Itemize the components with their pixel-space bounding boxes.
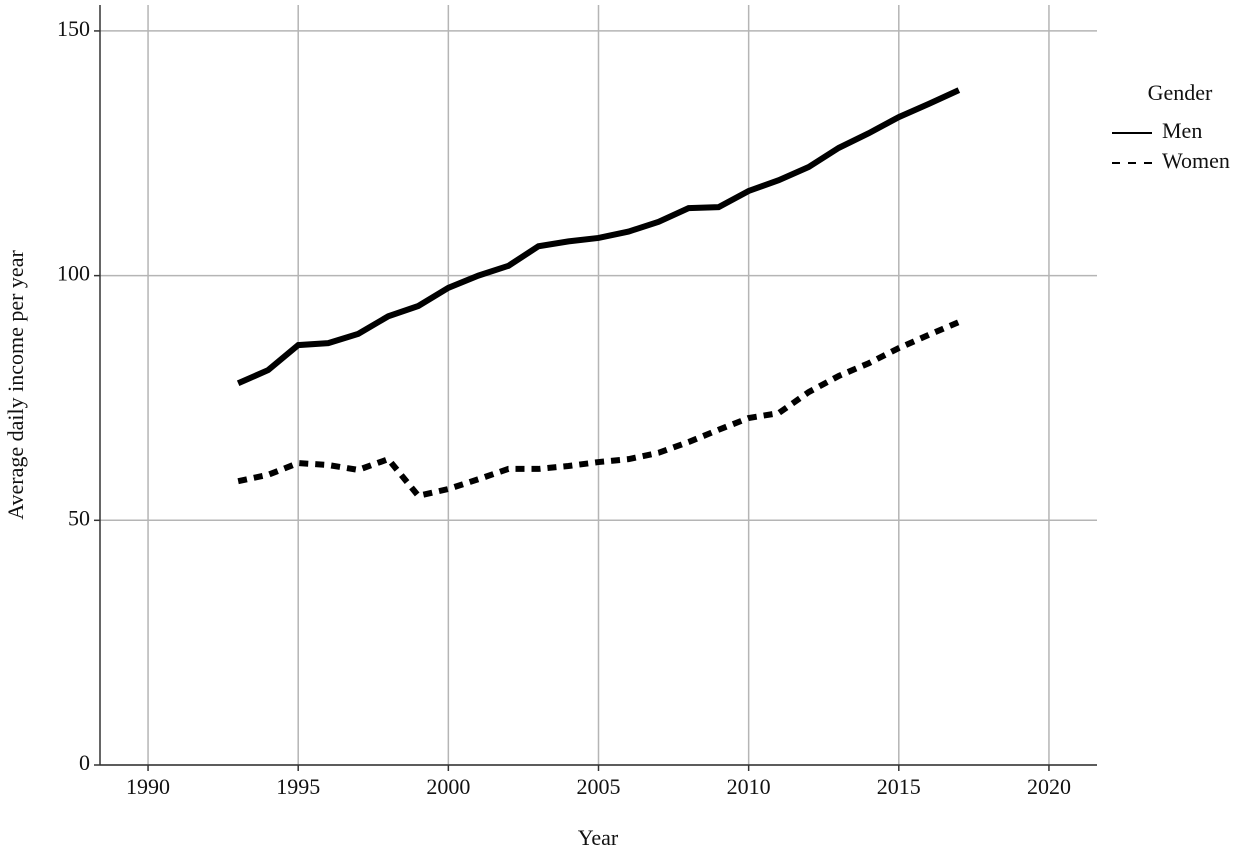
x-axis-label: Year	[578, 825, 619, 850]
x-tick-label: 2005	[577, 774, 621, 799]
y-tick-label: 150	[57, 16, 90, 41]
x-tick-label: 1990	[126, 774, 170, 799]
x-tick-label: 2015	[877, 774, 921, 799]
y-tick-label: 50	[68, 505, 90, 530]
legend-label: Men	[1162, 118, 1202, 143]
y-tick-label: 100	[57, 261, 90, 286]
y-tick-label: 0	[79, 750, 90, 775]
series-line	[236, 87, 961, 387]
series-line	[237, 319, 961, 500]
x-tick-label: 2010	[727, 774, 771, 799]
x-tick-label: 2020	[1027, 774, 1071, 799]
x-tick-label: 2000	[426, 774, 470, 799]
x-tick-label: 1995	[276, 774, 320, 799]
legend-label: Women	[1162, 148, 1230, 173]
legend-title: Gender	[1148, 80, 1213, 105]
y-axis-label: Average daily income per year	[3, 250, 28, 520]
